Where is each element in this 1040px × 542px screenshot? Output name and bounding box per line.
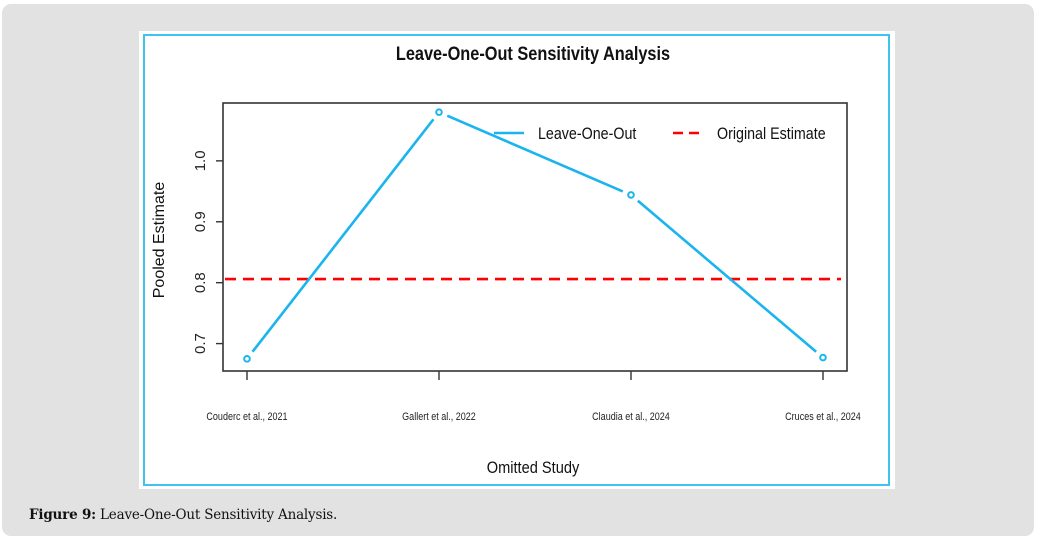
y-tick-label: 0.9 <box>192 211 209 232</box>
leave-one-out-segment <box>251 118 435 353</box>
x-tick-label: Cruces et al., 2024 <box>785 411 861 423</box>
figure-frame <box>143 34 890 486</box>
x-axis: Couderc et al., 2021 Gallert et al., 2022… <box>206 371 861 423</box>
legend-label: Original Estimate <box>717 125 826 143</box>
data-point <box>435 108 443 116</box>
y-tick-label: 0.7 <box>192 333 209 354</box>
y-tick-label: 1.0 <box>192 150 209 171</box>
leave-one-out-segment <box>446 114 624 193</box>
y-axis: 0.7 0.8 0.9 1.0 <box>192 150 223 354</box>
legend-label: Leave-One-Out <box>538 125 637 143</box>
figure-caption-label: Figure 9: <box>29 507 96 523</box>
y-tick-label: 0.8 <box>192 272 209 293</box>
figure-caption: Figure 9: Leave-One-Out Sensitivity Anal… <box>29 507 337 523</box>
figure-caption-text: Leave-One-Out Sensitivity Analysis. <box>95 507 338 523</box>
x-axis-label: Omitted Study <box>487 459 580 477</box>
data-point <box>243 355 251 363</box>
data-point <box>627 191 635 199</box>
chart-title: Leave-One-Out Sensitivity Analysis <box>396 43 670 64</box>
plot-area <box>222 102 848 372</box>
series <box>243 108 827 363</box>
data-point <box>819 353 827 362</box>
legend: Leave-One-Out Original Estimate <box>494 125 826 143</box>
leave-one-out-segment <box>637 199 817 353</box>
x-tick-label: Couderc et al., 2021 <box>206 411 288 423</box>
x-tick-label: Claudia et al., 2024 <box>592 411 670 423</box>
y-axis-label: Pooled Estimate <box>151 182 168 299</box>
x-tick-label: Gallert et al., 2022 <box>402 411 476 423</box>
